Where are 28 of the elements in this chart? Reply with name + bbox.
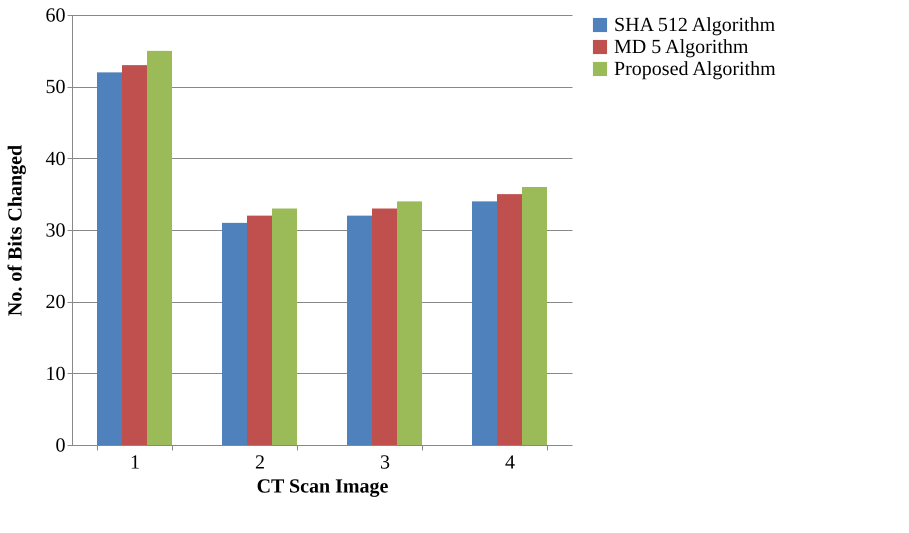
x-axis-title: CT Scan Image: [256, 476, 389, 498]
bar: [222, 222, 247, 445]
bar: [272, 208, 297, 445]
bar: [497, 194, 522, 445]
y-tick-label: 50: [46, 76, 66, 98]
x-tick-label: 1: [130, 452, 140, 474]
bar: [122, 65, 147, 445]
bar: [472, 201, 497, 445]
x-tick-label: 4: [505, 452, 515, 474]
y-tick-label: 10: [46, 362, 66, 385]
bar: [247, 216, 272, 445]
legend-label: Proposed Algorithm: [614, 58, 776, 80]
y-tick-label: 20: [46, 291, 66, 314]
bar: [397, 201, 422, 445]
y-tick-label: 40: [46, 148, 66, 170]
bar: [347, 216, 372, 445]
bar: [147, 50, 172, 445]
bar: [372, 208, 397, 445]
y-tick-label: 0: [56, 434, 66, 456]
y-tick-label: 30: [46, 220, 66, 242]
y-tick-label: 60: [46, 4, 66, 26]
bar: [522, 187, 547, 445]
x-tick-label: 3: [380, 452, 390, 474]
legend-label: MD 5 Algorithm: [614, 36, 749, 58]
x-tick-label: 2: [255, 452, 265, 474]
legend-label: SHA 512 Algorithm: [614, 14, 776, 36]
y-axis-title: No. of Bits Changed: [4, 144, 26, 316]
bar: [97, 72, 122, 445]
